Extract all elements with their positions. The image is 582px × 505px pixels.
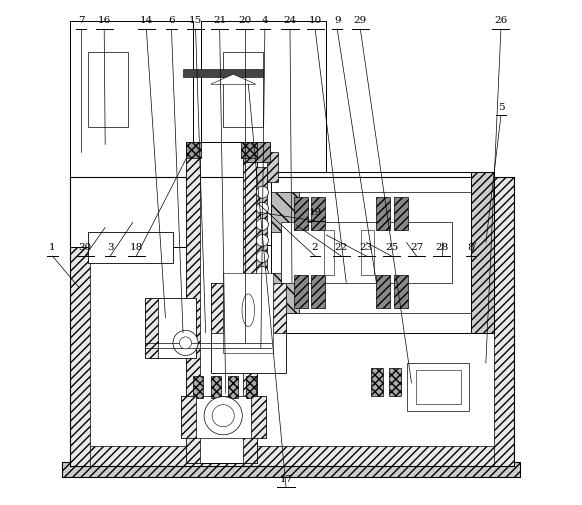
Text: 18: 18: [130, 243, 143, 252]
Bar: [70, 22, 193, 247]
Bar: [361, 230, 374, 275]
Bar: [271, 273, 299, 313]
Bar: [211, 376, 221, 398]
Bar: [211, 283, 286, 373]
Bar: [271, 172, 494, 333]
Bar: [394, 197, 408, 230]
Circle shape: [204, 396, 242, 435]
Text: 16: 16: [98, 17, 111, 25]
Bar: [406, 363, 469, 411]
Bar: [471, 172, 494, 333]
Bar: [293, 197, 307, 230]
Polygon shape: [211, 74, 256, 84]
Text: 19: 19: [308, 209, 322, 217]
Bar: [311, 197, 325, 230]
Text: 22: 22: [335, 243, 348, 252]
Bar: [241, 142, 257, 158]
Circle shape: [256, 267, 268, 279]
Bar: [494, 177, 514, 466]
Bar: [293, 275, 307, 308]
Text: 4: 4: [261, 17, 268, 25]
Bar: [377, 197, 391, 230]
Bar: [377, 275, 391, 308]
Text: 5: 5: [498, 103, 504, 112]
Text: 9: 9: [334, 17, 340, 25]
Bar: [471, 172, 494, 333]
Circle shape: [256, 218, 268, 230]
Ellipse shape: [242, 294, 254, 327]
Bar: [281, 222, 452, 283]
Text: 2: 2: [312, 243, 318, 252]
Bar: [223, 52, 264, 127]
Text: 3: 3: [107, 243, 113, 252]
Text: 21: 21: [213, 17, 226, 25]
Bar: [186, 142, 200, 464]
Circle shape: [173, 330, 198, 356]
Bar: [311, 275, 325, 308]
Bar: [70, 177, 90, 466]
Text: 14: 14: [140, 17, 153, 25]
Text: 30: 30: [79, 243, 92, 252]
Circle shape: [256, 234, 268, 246]
Bar: [271, 192, 299, 232]
Text: 6: 6: [168, 17, 175, 25]
Bar: [281, 192, 474, 313]
Bar: [243, 142, 271, 162]
Bar: [256, 167, 267, 302]
Circle shape: [256, 203, 268, 214]
Bar: [183, 69, 264, 77]
Text: 27: 27: [410, 243, 423, 252]
Circle shape: [256, 283, 268, 295]
Bar: [180, 395, 196, 438]
Bar: [371, 368, 384, 395]
Text: 23: 23: [360, 243, 373, 252]
Bar: [228, 376, 238, 398]
Bar: [186, 142, 201, 158]
Bar: [267, 152, 278, 182]
Bar: [223, 273, 274, 353]
Text: 17: 17: [279, 475, 293, 483]
Bar: [193, 376, 203, 398]
Bar: [146, 298, 196, 358]
Bar: [324, 230, 333, 275]
Bar: [274, 283, 286, 333]
Bar: [180, 395, 266, 438]
Text: 26: 26: [494, 17, 508, 25]
Bar: [243, 142, 257, 464]
Bar: [389, 368, 401, 395]
Text: 24: 24: [283, 17, 297, 25]
Bar: [246, 376, 256, 398]
Text: 28: 28: [435, 243, 448, 252]
Text: 29: 29: [354, 17, 367, 25]
Bar: [88, 52, 128, 127]
Bar: [88, 232, 173, 263]
Bar: [62, 463, 520, 478]
Bar: [251, 395, 266, 438]
Text: 1: 1: [49, 243, 56, 252]
Circle shape: [179, 337, 191, 349]
Bar: [416, 370, 461, 404]
Text: 20: 20: [238, 17, 251, 25]
Bar: [394, 275, 408, 308]
Bar: [243, 142, 271, 162]
Bar: [62, 463, 520, 478]
Circle shape: [256, 250, 268, 263]
Circle shape: [212, 405, 234, 427]
Text: 8: 8: [467, 243, 474, 252]
Circle shape: [256, 186, 268, 198]
Bar: [90, 177, 494, 446]
Text: 7: 7: [78, 17, 84, 25]
Text: 15: 15: [189, 17, 202, 25]
Bar: [201, 22, 326, 245]
Bar: [186, 142, 257, 464]
Bar: [211, 283, 223, 333]
Text: 25: 25: [385, 243, 398, 252]
Bar: [146, 298, 158, 358]
Text: 10: 10: [308, 17, 322, 25]
Bar: [70, 446, 514, 466]
